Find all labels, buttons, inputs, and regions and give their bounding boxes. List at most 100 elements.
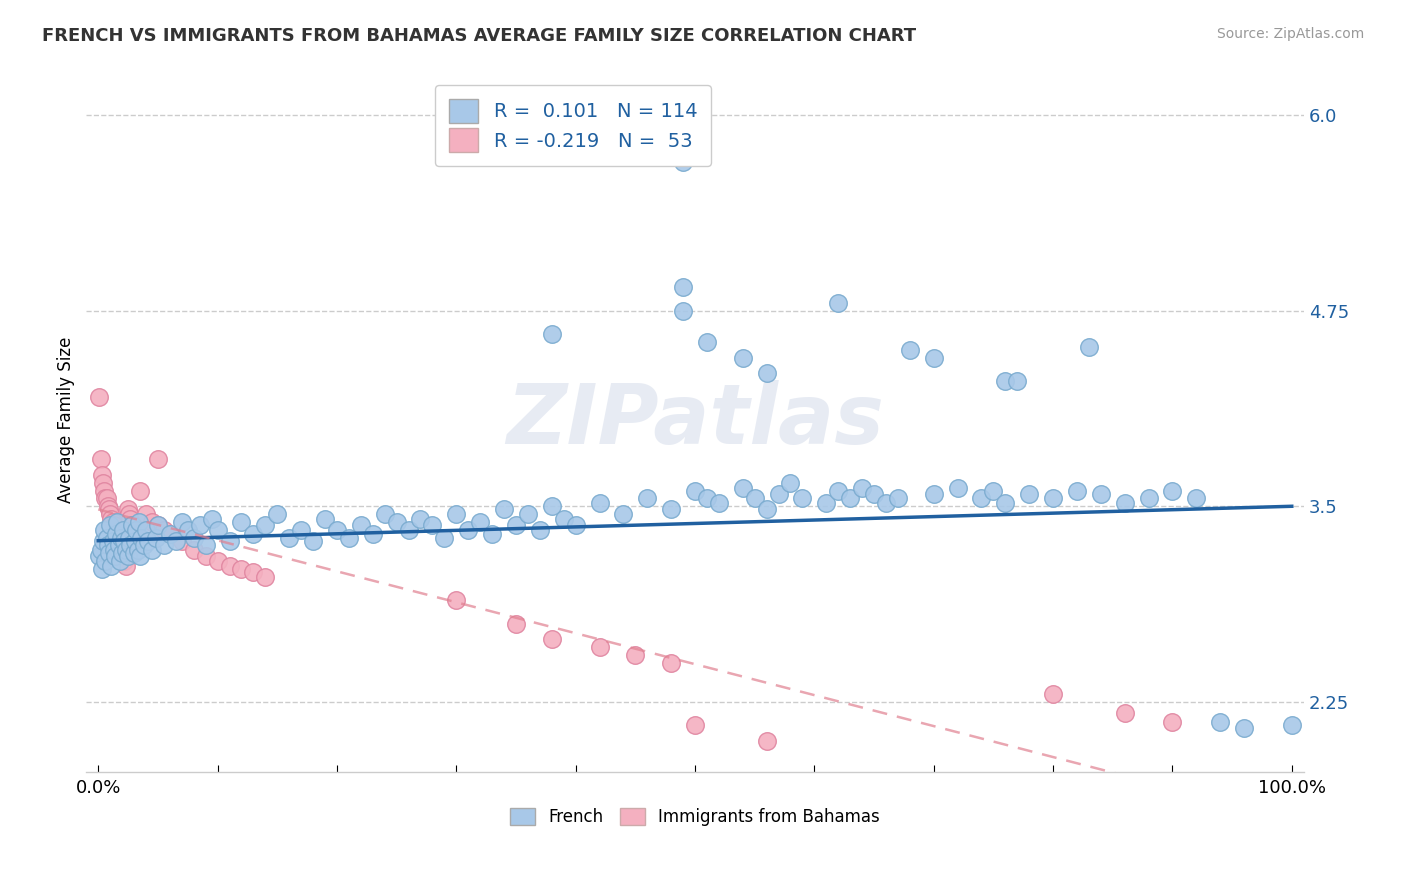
Point bbox=[254, 518, 277, 533]
Point bbox=[839, 491, 862, 506]
Point bbox=[146, 452, 169, 467]
Point bbox=[409, 512, 432, 526]
Point bbox=[159, 527, 181, 541]
Point bbox=[165, 533, 187, 548]
Point bbox=[1281, 718, 1303, 732]
Point bbox=[121, 518, 143, 533]
Point bbox=[98, 546, 121, 560]
Point bbox=[1114, 706, 1136, 720]
Point bbox=[1161, 483, 1184, 498]
Point bbox=[683, 483, 706, 498]
Point bbox=[540, 327, 562, 342]
Point bbox=[505, 518, 527, 533]
Point bbox=[114, 533, 136, 548]
Point bbox=[815, 496, 838, 510]
Point bbox=[946, 481, 969, 495]
Point bbox=[153, 538, 176, 552]
Point bbox=[827, 296, 849, 310]
Legend: French, Immigrants from Bahamas: French, Immigrants from Bahamas bbox=[502, 799, 889, 834]
Point bbox=[744, 491, 766, 506]
Point bbox=[98, 507, 121, 521]
Point bbox=[105, 527, 128, 541]
Point bbox=[302, 533, 325, 548]
Point bbox=[470, 515, 492, 529]
Point bbox=[146, 518, 169, 533]
Point bbox=[101, 515, 124, 529]
Text: Source: ZipAtlas.com: Source: ZipAtlas.com bbox=[1216, 27, 1364, 41]
Point bbox=[1018, 487, 1040, 501]
Point bbox=[90, 452, 112, 467]
Point bbox=[135, 507, 157, 521]
Point bbox=[98, 518, 121, 533]
Point bbox=[111, 546, 134, 560]
Point bbox=[1042, 491, 1064, 506]
Point bbox=[755, 367, 778, 381]
Point bbox=[218, 558, 240, 573]
Point bbox=[117, 549, 139, 564]
Point bbox=[145, 531, 167, 545]
Point bbox=[827, 483, 849, 498]
Point bbox=[231, 562, 253, 576]
Point bbox=[125, 523, 148, 537]
Point bbox=[107, 533, 129, 548]
Point bbox=[201, 512, 224, 526]
Point bbox=[242, 565, 264, 579]
Point bbox=[659, 656, 682, 670]
Point bbox=[89, 549, 111, 564]
Point bbox=[1066, 483, 1088, 498]
Point bbox=[135, 523, 157, 537]
Point bbox=[983, 483, 1005, 498]
Point bbox=[553, 512, 575, 526]
Point bbox=[1161, 714, 1184, 729]
Point bbox=[124, 527, 146, 541]
Point bbox=[492, 502, 515, 516]
Point bbox=[994, 496, 1017, 510]
Point bbox=[516, 507, 538, 521]
Point bbox=[266, 507, 288, 521]
Point bbox=[118, 507, 141, 521]
Point bbox=[96, 491, 118, 506]
Point bbox=[696, 335, 718, 350]
Y-axis label: Average Family Size: Average Family Size bbox=[58, 337, 75, 503]
Point bbox=[361, 527, 384, 541]
Point bbox=[851, 481, 873, 495]
Point bbox=[93, 483, 115, 498]
Point bbox=[183, 531, 205, 545]
Point bbox=[159, 527, 181, 541]
Point bbox=[326, 523, 349, 537]
Point bbox=[207, 554, 229, 568]
Point bbox=[624, 648, 647, 662]
Point bbox=[278, 531, 301, 545]
Point bbox=[457, 523, 479, 537]
Point bbox=[107, 538, 129, 552]
Point bbox=[103, 518, 125, 533]
Point bbox=[124, 533, 146, 548]
Point bbox=[114, 543, 136, 558]
Point bbox=[696, 491, 718, 506]
Point bbox=[129, 483, 152, 498]
Point bbox=[540, 632, 562, 647]
Point bbox=[194, 538, 217, 552]
Point bbox=[433, 531, 456, 545]
Point bbox=[218, 533, 240, 548]
Point bbox=[94, 491, 117, 506]
Point bbox=[114, 554, 136, 568]
Point bbox=[117, 502, 139, 516]
Point bbox=[104, 523, 127, 537]
Point bbox=[374, 507, 396, 521]
Point bbox=[887, 491, 910, 506]
Point bbox=[898, 343, 921, 357]
Point bbox=[129, 531, 152, 545]
Point bbox=[118, 531, 141, 545]
Point bbox=[659, 502, 682, 516]
Point bbox=[242, 527, 264, 541]
Point bbox=[104, 549, 127, 564]
Point bbox=[90, 562, 112, 576]
Point bbox=[1209, 714, 1232, 729]
Point bbox=[177, 523, 200, 537]
Point bbox=[922, 351, 945, 365]
Point bbox=[141, 515, 163, 529]
Point bbox=[101, 533, 124, 548]
Point bbox=[94, 554, 117, 568]
Point bbox=[105, 531, 128, 545]
